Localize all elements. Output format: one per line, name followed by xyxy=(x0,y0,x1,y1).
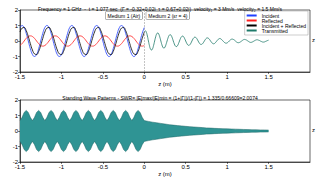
svg-text:-1.5: -1.5 xyxy=(15,164,26,170)
svg-text:z: z xyxy=(312,37,315,43)
svg-text:-1: -1 xyxy=(13,144,19,150)
svg-text:Incident + Reflected: Incident + Reflected xyxy=(261,22,306,29)
svg-text:0: 0 xyxy=(143,74,147,80)
svg-text:z: z xyxy=(312,127,315,133)
svg-text:-0.5: -0.5 xyxy=(98,164,109,170)
svg-text:Reflected: Reflected xyxy=(261,17,283,24)
svg-text:0: 0 xyxy=(15,38,19,44)
svg-text:1: 1 xyxy=(225,164,229,170)
svg-text:Standing Wave Patterns - SWR=: Standing Wave Patterns - SWR= |E|max/|E|… xyxy=(62,95,258,101)
svg-text:-1.5: -1.5 xyxy=(15,74,26,80)
svg-text:-1: -1 xyxy=(13,54,19,60)
svg-text:0: 0 xyxy=(15,128,19,134)
svg-text:Medium 2 (εr = 4): Medium 2 (εr = 4) xyxy=(148,13,187,19)
svg-text:Incident: Incident xyxy=(261,12,280,19)
svg-text:1.5: 1.5 xyxy=(264,164,273,170)
svg-text:2: 2 xyxy=(15,7,19,13)
svg-text:1.5: 1.5 xyxy=(264,74,273,80)
svg-text:-1: -1 xyxy=(59,164,65,170)
svg-text:-2: -2 xyxy=(12,159,18,165)
svg-text:-2: -2 xyxy=(12,69,18,75)
svg-text:Medium 1 (Air): Medium 1 (Air) xyxy=(107,13,140,19)
svg-text:z (m): z (m) xyxy=(158,81,172,87)
svg-text:Frequency = 1 GHz - t = 1.07: Frequency = 1 GHz - t = 1.077 sec (Γ = -… xyxy=(38,6,283,12)
svg-text:0: 0 xyxy=(143,164,147,170)
svg-text:0.5: 0.5 xyxy=(182,74,191,80)
svg-text:Transmitted: Transmitted xyxy=(262,28,288,34)
svg-text:1: 1 xyxy=(225,74,229,80)
svg-text:1: 1 xyxy=(15,113,19,119)
svg-text:0.5: 0.5 xyxy=(182,164,191,170)
svg-text:-0.5: -0.5 xyxy=(98,74,109,80)
svg-text:1: 1 xyxy=(15,23,19,29)
svg-text:2: 2 xyxy=(15,97,19,103)
svg-text:z (m): z (m) xyxy=(158,171,172,177)
svg-text:-1: -1 xyxy=(59,74,65,80)
